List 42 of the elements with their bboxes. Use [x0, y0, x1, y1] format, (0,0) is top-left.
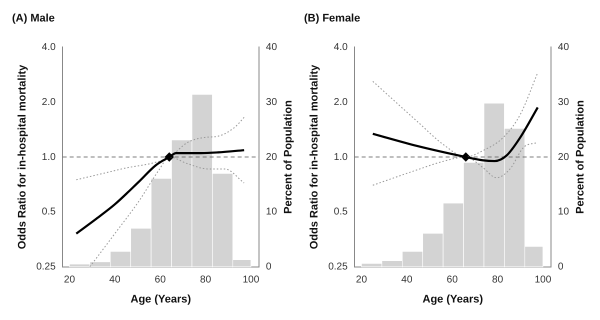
y-tick-label: 1.0	[42, 152, 56, 163]
x-tick-label: 60	[446, 274, 458, 286]
x-tick-label: 40	[109, 274, 121, 286]
y2-tick-label: 40	[266, 42, 278, 53]
y-tick-label: 0.25	[328, 262, 348, 273]
y2-tick-label: 20	[558, 152, 570, 163]
x-tick-label: 100	[534, 274, 552, 286]
line-series	[372, 142, 538, 186]
y-axis-title: Odds Ratio for in-hospital mortality	[16, 64, 29, 250]
y2-tick-label: 20	[266, 152, 278, 163]
y-tick-label: 0.5	[334, 206, 348, 218]
y-tick-label: 0.5	[42, 206, 56, 218]
y2-tick-label: 10	[266, 206, 278, 218]
x-tick-label: 80	[200, 274, 212, 286]
y2-tick-label: 40	[558, 42, 570, 53]
y-axis-title: Odds Ratio for in-hospital mortality	[308, 64, 321, 250]
y-tick-label: 4.0	[42, 42, 56, 53]
y2-tick-label: 0	[558, 262, 564, 273]
y2-axis-title: Percent of Population	[282, 100, 295, 214]
y-tick-label: 0.25	[36, 262, 56, 273]
x-tick-label: 20	[356, 274, 368, 286]
chart-title: (A) Male	[12, 12, 55, 25]
y2-axis-title: Percent of Population	[574, 100, 587, 214]
x-axis-title: Age (Years)	[422, 293, 484, 306]
line-series	[76, 116, 245, 180]
y-tick-label: 2.0	[42, 96, 56, 108]
x-tick-label: 20	[64, 274, 76, 286]
y2-tick-label: 0	[266, 262, 272, 273]
x-tick-label: 40	[401, 274, 413, 286]
y-tick-label: 2.0	[334, 96, 348, 108]
y2-tick-label: 30	[266, 96, 278, 108]
y2-tick-label: 30	[558, 96, 570, 108]
x-tick-label: 60	[154, 274, 166, 286]
x-tick-label: 80	[492, 274, 504, 286]
line-series	[75, 149, 246, 235]
x-axis-title: Age (Years)	[130, 293, 192, 306]
x-tick-label: 100	[242, 274, 260, 286]
line-series	[372, 106, 539, 162]
y-tick-label: 1.0	[334, 152, 348, 163]
chart-title: (B) Female	[304, 12, 360, 25]
y-tick-label: 4.0	[334, 42, 348, 53]
y2-tick-label: 10	[558, 206, 570, 218]
